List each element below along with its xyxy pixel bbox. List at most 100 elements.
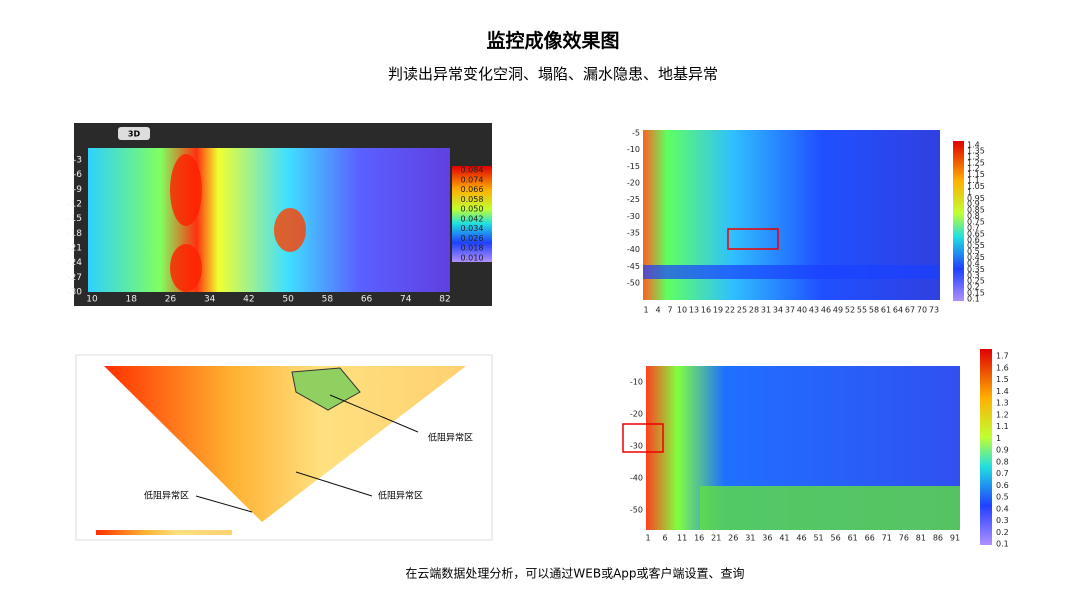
highlight: [622, 423, 664, 453]
x-tick-label: 4: [655, 306, 660, 315]
colorbar-label: 0.4: [967, 259, 980, 268]
y-tick-label: -15: [627, 162, 640, 171]
colorbar-label: 0.95: [967, 194, 985, 203]
x-tick-label: 55: [857, 306, 867, 315]
x-tick-label: 61: [848, 534, 858, 543]
y-tick-label: -24: [67, 258, 82, 268]
colorbar-label: 0.35: [967, 265, 985, 274]
y-tick-label: -40: [630, 474, 643, 483]
section: [104, 366, 466, 522]
colorbar-label: 1.1: [996, 422, 1009, 431]
colorbar-label: 1.35: [967, 146, 985, 155]
x-tick-label: 51: [813, 534, 823, 543]
y-tick-label: -9: [73, 185, 82, 195]
panel-2: [643, 130, 964, 301]
footer: 在云端数据处理分析，可以通过WEB或App或客户端设置、查询: [405, 566, 744, 581]
colorbar-label: 1: [967, 188, 972, 197]
colorbar-label: 0.066: [461, 185, 484, 194]
x-tick-label: 10: [86, 295, 98, 305]
x-tick-label: 82: [439, 295, 450, 305]
colorbar-label: 0.25: [967, 277, 985, 286]
colorbar: [953, 141, 964, 301]
y-tick-label: -6: [73, 170, 82, 180]
colorbar-label: 1.2: [996, 410, 1009, 419]
x-tick-label: 25: [737, 306, 747, 315]
button-label: 3D: [128, 130, 141, 139]
button[interactable]: [118, 127, 150, 140]
highlight: [727, 228, 779, 250]
x-tick-label: 64: [893, 306, 903, 315]
x-tick-label: 34: [773, 306, 783, 315]
x-tick-label: 7: [667, 306, 672, 315]
y-tick-label: -3: [73, 156, 82, 166]
colorbar-label: 1.2: [967, 164, 980, 173]
title: 监控成像效果图: [486, 29, 619, 52]
colorbar-label: 0.2: [996, 528, 1009, 537]
x-tick-label: 73: [929, 306, 939, 315]
colorbar-label: 0.084: [461, 166, 484, 175]
colorbar-label: 0.65: [967, 229, 985, 238]
colorbar-label: 0.074: [461, 175, 484, 184]
annotation: 低阻异常区: [428, 432, 473, 444]
y-tick-label: -21: [67, 244, 82, 254]
colorbar-label: 1.3: [996, 399, 1009, 408]
x-tick-label: 31: [745, 534, 755, 543]
colorbar-label: 1.3: [967, 152, 980, 161]
colorbar-label: 1: [996, 434, 1001, 443]
x-tick-label: 74: [400, 295, 412, 305]
x-tick-label: 16: [701, 306, 711, 315]
x-tick-label: 40: [797, 306, 807, 315]
band: [700, 486, 960, 530]
y-tick-label: -10: [630, 378, 643, 387]
y-tick-label: -30: [630, 442, 643, 451]
x-tick-label: 56: [831, 534, 841, 543]
x-tick-label: 52: [845, 306, 855, 315]
y-tick-label: -18: [67, 229, 82, 239]
x-tick-label: 18: [125, 295, 137, 305]
colorbar-label: 0.7: [996, 469, 1009, 478]
anomaly: [170, 244, 202, 292]
colorbar-label: 0.15: [967, 289, 985, 298]
x-tick-label: 1: [645, 534, 650, 543]
x-tick-label: 49: [833, 306, 843, 315]
x-tick-label: 26: [728, 534, 738, 543]
x-tick-label: 11: [677, 534, 687, 543]
colorbar-label: 0.3: [996, 516, 1009, 525]
x-tick-label: 6: [663, 534, 668, 543]
x-tick-label: 70: [917, 306, 927, 315]
x-tick-label: 22: [725, 306, 735, 315]
colorbar-label: 0.75: [967, 218, 985, 227]
x-tick-label: 86: [933, 534, 943, 543]
band: [643, 265, 940, 279]
colorbar: [980, 349, 992, 545]
y-tick-label: -50: [627, 279, 640, 288]
y-tick-label: -20: [627, 179, 640, 188]
colorbar-label: 1.7: [996, 352, 1009, 361]
x-tick-label: 43: [809, 306, 819, 315]
colorbar-label: 0.4: [996, 504, 1009, 513]
colorbar-label: 0.9: [967, 200, 980, 209]
x-tick-label: 41: [779, 534, 789, 543]
y-tick-label: -45: [627, 262, 640, 271]
y-tick-label: -5: [632, 129, 640, 138]
y-tick-label: -30: [67, 288, 82, 298]
colorbar-label: 0.7: [967, 223, 980, 232]
y-tick-label: -40: [627, 245, 640, 254]
x-tick-label: 37: [785, 306, 795, 315]
colorbar-label: 1.1: [967, 176, 980, 185]
y-tick-label: -10: [627, 145, 640, 154]
y-tick-label: -30: [627, 212, 640, 221]
colorbar-label: 0.042: [461, 214, 484, 223]
x-tick-label: 91: [950, 534, 960, 543]
y-tick-label: -50: [630, 506, 643, 515]
colorbar: [452, 166, 492, 262]
x-tick-label: 26: [165, 295, 177, 305]
y-tick-label: -12: [67, 200, 82, 210]
pointer: [295, 471, 373, 497]
colorbar-label: 0.5: [967, 247, 980, 256]
colorbar-label: 0.018: [461, 244, 484, 253]
colorbar-label: 0.55: [967, 241, 985, 250]
colorbar-label: 0.6: [967, 235, 980, 244]
y-tick-label: -27: [67, 273, 82, 283]
x-tick-label: 58: [869, 306, 879, 315]
